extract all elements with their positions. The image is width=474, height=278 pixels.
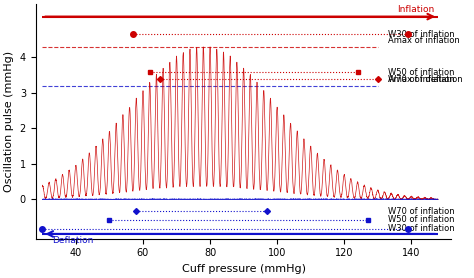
Text: W30 of inflation: W30 of inflation xyxy=(388,30,455,39)
Text: W70 of inflation: W70 of inflation xyxy=(388,207,455,216)
X-axis label: Cuff pressure (mmHg): Cuff pressure (mmHg) xyxy=(182,264,306,274)
Y-axis label: Oscillation pulse (mmHg): Oscillation pulse (mmHg) xyxy=(4,51,14,192)
Text: Amax of inflation: Amax of inflation xyxy=(388,36,459,45)
Text: W30 of inflation: W30 of inflation xyxy=(388,224,455,233)
Text: Deflation: Deflation xyxy=(53,236,94,245)
Text: Amax of deflation: Amax of deflation xyxy=(388,75,463,84)
Text: Inflation: Inflation xyxy=(398,5,435,14)
Text: W70 of inflation: W70 of inflation xyxy=(388,75,455,84)
Text: W50 of inflation: W50 of inflation xyxy=(388,68,454,77)
Text: W50 of inflation: W50 of inflation xyxy=(388,215,454,224)
